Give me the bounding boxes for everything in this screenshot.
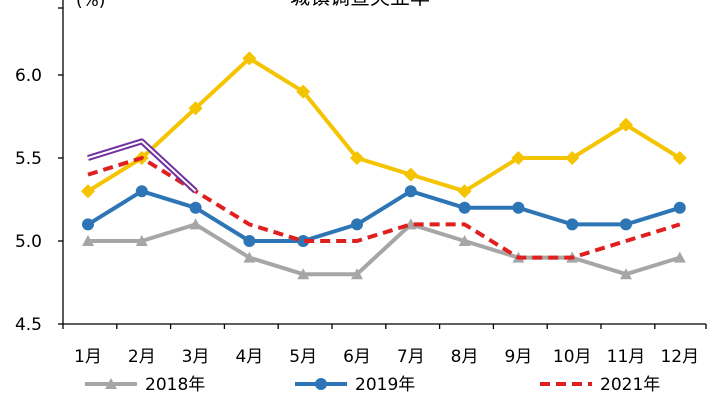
data-point <box>243 235 256 247</box>
data-point <box>351 218 363 231</box>
data-point <box>296 84 311 99</box>
y-tick-label: 4.5 <box>15 315 42 335</box>
x-tick-label: 12月 <box>660 347 699 367</box>
series-layer <box>81 51 687 280</box>
y-tick-label: 6.0 <box>15 66 42 86</box>
data-point <box>188 101 203 116</box>
data-point <box>620 218 632 231</box>
series-line <box>86 189 681 243</box>
data-point <box>566 218 579 231</box>
data-point <box>315 378 327 390</box>
data-point <box>673 201 686 214</box>
data-point <box>105 378 117 389</box>
legend: 2018年 2019年 2021年 <box>85 375 660 395</box>
series-2 <box>82 185 686 247</box>
x-tick-label: 7月 <box>397 347 425 367</box>
data-point <box>297 235 310 247</box>
data-point <box>81 184 95 199</box>
data-point <box>620 268 632 280</box>
data-point <box>297 268 310 280</box>
data-point <box>135 185 148 198</box>
series-5 <box>87 138 198 194</box>
data-point <box>350 151 364 165</box>
legend-label: 2018年 <box>145 375 205 395</box>
data-point <box>458 235 471 246</box>
x-tick-label: 3月 <box>182 347 210 367</box>
series-line <box>87 138 198 194</box>
y-tick-label: 5.0 <box>15 232 42 252</box>
data-point <box>511 151 526 165</box>
series-line <box>87 156 681 260</box>
axes: 4.5 5.0 5.5 6.0 1月 2月 3月 4月 5月 6月 7月 8月 9月 10月 11月 12月 <box>15 0 707 367</box>
data-point <box>404 185 417 198</box>
legend-item: 2018年 <box>85 375 205 395</box>
series-3 <box>81 51 687 199</box>
data-point <box>565 151 580 165</box>
legend-label: 2021年 <box>600 375 660 395</box>
y-axis-unit: (%) <box>76 0 105 11</box>
data-point <box>189 218 202 230</box>
legend-item: 2021年 <box>540 375 660 395</box>
data-point <box>672 151 687 165</box>
data-point <box>82 235 94 246</box>
x-tick-label: 5月 <box>289 347 317 367</box>
y-tick-label: 5.5 <box>15 149 42 169</box>
legend-item: 2019年 <box>295 375 415 395</box>
x-tick-label: 1月 <box>74 347 102 367</box>
legend-label: 2019年 <box>355 375 415 395</box>
data-point <box>82 218 94 231</box>
x-tick-label: 11月 <box>607 347 646 367</box>
data-point <box>512 201 525 214</box>
series-line <box>86 56 681 194</box>
series-line <box>88 222 681 277</box>
data-point <box>619 117 633 132</box>
x-tick-label: 9月 <box>504 347 532 367</box>
data-point <box>403 167 418 182</box>
data-point <box>458 201 471 214</box>
x-tick-label: 8月 <box>451 347 479 367</box>
x-tick-label: 6月 <box>343 347 371 367</box>
data-point <box>242 51 257 66</box>
data-point <box>351 268 363 280</box>
x-tick-label: 2月 <box>128 347 156 367</box>
data-point <box>673 251 686 263</box>
series-line-inner <box>87 140 197 192</box>
x-tick-label: 4月 <box>235 347 263 367</box>
data-point <box>243 251 256 263</box>
data-point <box>135 235 148 246</box>
data-point <box>189 201 202 214</box>
x-tick-label: 10月 <box>553 347 592 367</box>
chart-title: 城镇调查失业率 <box>290 0 430 9</box>
series-4 <box>87 156 681 260</box>
data-point <box>457 184 472 199</box>
